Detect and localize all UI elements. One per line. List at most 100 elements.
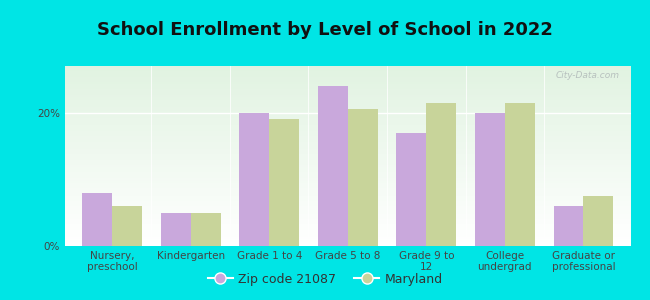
- Bar: [65, 203, 630, 205]
- Bar: [65, 223, 630, 224]
- Bar: [65, 172, 630, 174]
- Bar: [190, 213, 220, 246]
- Bar: [318, 86, 348, 246]
- Bar: [65, 88, 630, 89]
- Bar: [65, 97, 630, 98]
- Bar: [65, 215, 630, 217]
- Bar: [65, 125, 630, 127]
- Bar: [65, 80, 630, 82]
- Bar: [65, 156, 630, 158]
- Bar: [65, 113, 630, 115]
- Bar: [65, 230, 630, 232]
- Bar: [65, 241, 630, 242]
- Bar: [65, 149, 630, 151]
- Bar: [65, 217, 630, 219]
- Bar: [65, 179, 630, 181]
- Bar: [65, 242, 630, 244]
- Bar: [65, 127, 630, 129]
- Bar: [65, 205, 630, 206]
- Bar: [65, 165, 630, 167]
- Legend: Zip code 21087, Maryland: Zip code 21087, Maryland: [203, 268, 447, 291]
- Bar: [65, 188, 630, 190]
- Bar: [65, 199, 630, 201]
- Text: School Enrollment by Level of School in 2022: School Enrollment by Level of School in …: [97, 21, 553, 39]
- Bar: [65, 102, 630, 104]
- Bar: [65, 226, 630, 228]
- Bar: [65, 160, 630, 161]
- Bar: [65, 145, 630, 147]
- Bar: [65, 170, 630, 172]
- Bar: [65, 71, 630, 73]
- Bar: [65, 70, 630, 71]
- Bar: [65, 212, 630, 214]
- Bar: [65, 239, 630, 241]
- Bar: [65, 183, 630, 185]
- Bar: [65, 134, 630, 136]
- Bar: [269, 119, 299, 246]
- Bar: [65, 187, 630, 188]
- Bar: [65, 143, 630, 145]
- Bar: [65, 107, 630, 109]
- Bar: [65, 84, 630, 86]
- Bar: [65, 221, 630, 223]
- Bar: [65, 120, 630, 122]
- Bar: [65, 79, 630, 80]
- Bar: [65, 161, 630, 163]
- Bar: [65, 233, 630, 235]
- Bar: [65, 174, 630, 176]
- Bar: [65, 66, 630, 68]
- Bar: [65, 190, 630, 192]
- Bar: [65, 228, 630, 230]
- Bar: [65, 208, 630, 210]
- Bar: [65, 151, 630, 152]
- Bar: [65, 104, 630, 106]
- Bar: [65, 91, 630, 93]
- Bar: [65, 244, 630, 246]
- Bar: [65, 136, 630, 138]
- Bar: [65, 201, 630, 203]
- Bar: [554, 206, 584, 246]
- Bar: [65, 219, 630, 221]
- Bar: [112, 206, 142, 246]
- Bar: [65, 185, 630, 187]
- Bar: [65, 192, 630, 194]
- Bar: [65, 68, 630, 70]
- Bar: [65, 75, 630, 77]
- Bar: [396, 133, 426, 246]
- Bar: [65, 235, 630, 237]
- Bar: [65, 131, 630, 133]
- Bar: [65, 77, 630, 79]
- Bar: [65, 111, 630, 113]
- Bar: [65, 109, 630, 111]
- Bar: [239, 113, 269, 246]
- Bar: [65, 118, 630, 120]
- Bar: [65, 194, 630, 196]
- Bar: [161, 213, 190, 246]
- Bar: [65, 73, 630, 75]
- Bar: [348, 109, 378, 246]
- Bar: [65, 122, 630, 124]
- Text: City-Data.com: City-Data.com: [555, 71, 619, 80]
- Bar: [426, 103, 456, 246]
- Bar: [65, 176, 630, 178]
- Bar: [65, 232, 630, 233]
- Bar: [65, 98, 630, 100]
- Bar: [65, 181, 630, 183]
- Bar: [65, 93, 630, 95]
- Bar: [65, 116, 630, 118]
- Bar: [584, 196, 613, 246]
- Bar: [65, 158, 630, 160]
- Bar: [65, 100, 630, 102]
- Bar: [65, 206, 630, 208]
- Bar: [65, 237, 630, 239]
- Bar: [65, 152, 630, 154]
- Bar: [65, 197, 630, 199]
- Bar: [65, 224, 630, 226]
- Bar: [65, 95, 630, 97]
- Bar: [65, 142, 630, 143]
- Bar: [65, 133, 630, 134]
- Bar: [65, 169, 630, 170]
- Bar: [65, 106, 630, 107]
- Bar: [65, 138, 630, 140]
- Bar: [65, 89, 630, 91]
